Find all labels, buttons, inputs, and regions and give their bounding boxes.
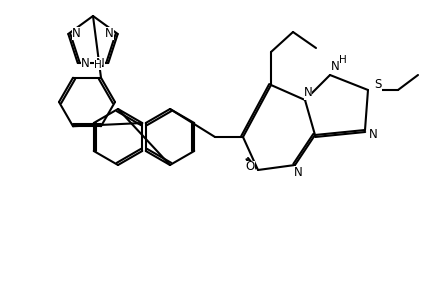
Text: O: O <box>245 160 254 173</box>
Text: S: S <box>374 79 382 92</box>
Text: N: N <box>303 86 312 100</box>
Text: N: N <box>331 61 340 74</box>
Text: H: H <box>94 60 101 70</box>
Text: N: N <box>369 128 377 142</box>
Text: N: N <box>96 56 105 70</box>
Text: N: N <box>105 28 114 40</box>
Text: H: H <box>339 55 347 65</box>
Text: N: N <box>72 28 81 40</box>
Text: N: N <box>294 166 303 178</box>
Text: N: N <box>81 56 90 70</box>
